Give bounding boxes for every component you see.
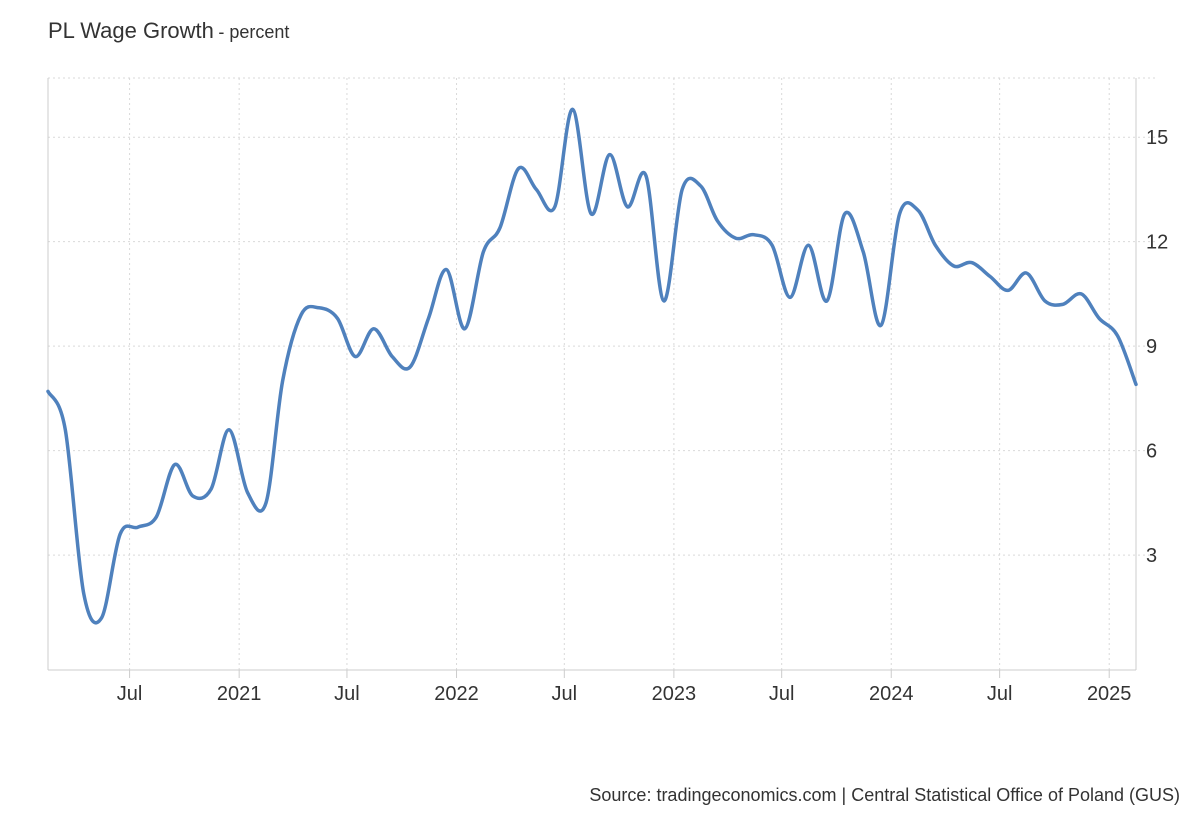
data-point: [1134, 382, 1138, 386]
data-point: [1116, 334, 1120, 338]
data-point: [209, 487, 213, 491]
data-point: [571, 107, 575, 111]
data-point: [608, 153, 612, 157]
data-point: [264, 501, 268, 505]
data-point: [136, 525, 140, 529]
data-point: [1079, 292, 1083, 296]
data-point: [191, 494, 195, 498]
x-tick-label: 2023: [652, 683, 697, 705]
data-point: [625, 205, 629, 209]
data-point: [481, 250, 485, 254]
x-tick-label: Jul: [769, 683, 795, 705]
data-point: [390, 355, 394, 359]
grid: [48, 77, 1156, 670]
data-point: [589, 212, 593, 216]
data-point: [1006, 288, 1010, 292]
data-point: [227, 428, 231, 432]
data-point: [427, 316, 431, 320]
x-tick-label: Jul: [552, 683, 578, 705]
y-tick-label: 15: [1146, 127, 1168, 149]
series: [46, 107, 1138, 625]
data-point: [807, 243, 811, 247]
data-point: [898, 212, 902, 216]
y-tick-label: 12: [1146, 232, 1168, 254]
data-point: [1061, 302, 1065, 306]
data-point: [63, 428, 67, 432]
data-point: [82, 591, 86, 595]
data-point: [353, 355, 357, 359]
chart-subtitle: - percent: [218, 22, 290, 42]
x-tick-label: 2022: [434, 683, 479, 705]
chart-header: PL Wage Growth - percent: [48, 18, 289, 44]
data-point: [916, 208, 920, 212]
data-point: [662, 299, 666, 303]
data-point: [517, 167, 521, 171]
data-point: [463, 327, 467, 331]
data-point: [788, 295, 792, 299]
data-point: [100, 616, 104, 620]
data-point: [825, 299, 829, 303]
data-point: [553, 205, 557, 209]
data-point: [408, 365, 412, 369]
data-point: [952, 264, 956, 268]
data-point: [879, 323, 883, 327]
data-point: [46, 389, 50, 393]
data-point: [699, 184, 703, 188]
data-point: [770, 243, 774, 247]
x-tick-label: Jul: [117, 683, 143, 705]
axes: [47, 78, 1137, 678]
source-note: Source: tradingeconomics.com | Central S…: [589, 785, 1180, 805]
series-line: [46, 107, 1138, 625]
x-tick-label: Jul: [334, 683, 360, 705]
data-point: [715, 219, 719, 223]
data-point: [281, 379, 285, 383]
y-tick-label: 3: [1146, 545, 1157, 567]
data-point: [335, 316, 339, 320]
data-point: [861, 250, 865, 254]
data-point: [118, 532, 122, 536]
data-point: [498, 226, 502, 230]
data-point: [534, 187, 538, 191]
data-point: [680, 187, 684, 191]
data-point: [644, 174, 648, 178]
x-tick-label: Jul: [987, 683, 1013, 705]
data-point: [1043, 299, 1047, 303]
tick-labels: 3 6 9 12 15 Jul 2021 Jul 2022 Jul 2023 Jul 2024 Jul 20…: [117, 127, 1168, 705]
x-tick-label: 2025: [1087, 683, 1132, 705]
data-point: [372, 327, 376, 331]
data-point: [734, 236, 738, 240]
data-point: [843, 212, 847, 216]
data-point: [1024, 271, 1028, 275]
data-point: [444, 268, 448, 272]
x-tick-label: 2021: [217, 683, 262, 705]
data-point: [988, 275, 992, 279]
data-point: [933, 243, 937, 247]
x-tick-label: 2024: [869, 683, 914, 705]
data-point: [1097, 316, 1101, 320]
data-point: [317, 306, 321, 310]
y-tick-label: 9: [1146, 336, 1157, 358]
line-chart: 3 6 9 12 15 Jul 2021 Jul 2022 Jul 2023 Jul 2024 Jul 20…: [46, 77, 1168, 705]
y-tick-label: 6: [1146, 441, 1157, 463]
data-point: [154, 515, 158, 519]
data-point: [970, 261, 974, 265]
data-point: [246, 490, 250, 494]
data-point: [173, 463, 177, 467]
chart-title: PL Wage Growth: [48, 18, 214, 43]
data-point: [299, 313, 303, 317]
data-point: [752, 233, 756, 237]
